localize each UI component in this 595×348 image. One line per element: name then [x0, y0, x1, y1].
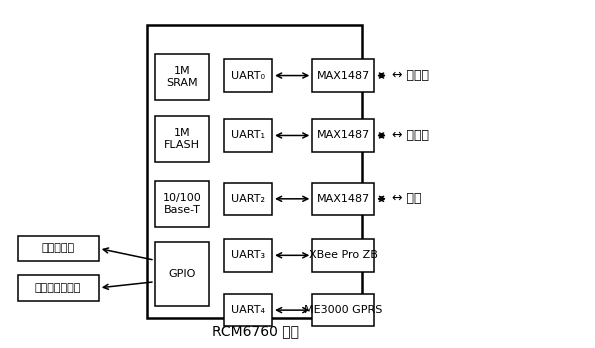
- Text: ↔ 温湿度: ↔ 温湿度: [392, 129, 429, 142]
- Bar: [155, 181, 209, 227]
- Bar: [312, 119, 374, 152]
- Bar: [312, 183, 374, 215]
- Bar: [312, 59, 374, 92]
- Bar: [312, 294, 374, 326]
- Bar: [17, 275, 99, 301]
- Bar: [155, 116, 209, 162]
- Bar: [224, 59, 272, 92]
- Text: UART₁: UART₁: [231, 130, 265, 141]
- Text: MAX1487: MAX1487: [317, 130, 370, 141]
- Text: GPIO: GPIO: [168, 269, 196, 279]
- Text: MAX1487: MAX1487: [317, 71, 370, 80]
- Text: 1M
FLASH: 1M FLASH: [164, 128, 200, 150]
- Text: UART₄: UART₄: [231, 305, 265, 315]
- Bar: [224, 239, 272, 271]
- Bar: [155, 243, 209, 306]
- Text: ME3000 GPRS: ME3000 GPRS: [304, 305, 383, 315]
- Text: 1M
SRAM: 1M SRAM: [166, 66, 198, 88]
- Text: ↔ 预留: ↔ 预留: [392, 192, 421, 205]
- Text: UART₃: UART₃: [231, 250, 265, 260]
- Bar: [224, 119, 272, 152]
- Text: 10/100
Base-T: 10/100 Base-T: [162, 193, 201, 215]
- Bar: [312, 239, 374, 271]
- Bar: [224, 294, 272, 326]
- Bar: [17, 236, 99, 261]
- Text: UART₂: UART₂: [231, 194, 265, 204]
- Bar: [155, 54, 209, 100]
- Text: XBee Pro ZB: XBee Pro ZB: [309, 250, 378, 260]
- Text: MAX1487: MAX1487: [317, 194, 370, 204]
- Text: 串口状态指示灯: 串口状态指示灯: [35, 283, 82, 293]
- Text: ↔ 电参数: ↔ 电参数: [392, 69, 429, 82]
- Text: RCM6760 模块: RCM6760 模块: [212, 325, 299, 339]
- Bar: [147, 25, 362, 318]
- Text: 开关量输出: 开关量输出: [42, 244, 75, 253]
- Bar: [224, 183, 272, 215]
- Text: UART₀: UART₀: [231, 71, 265, 80]
